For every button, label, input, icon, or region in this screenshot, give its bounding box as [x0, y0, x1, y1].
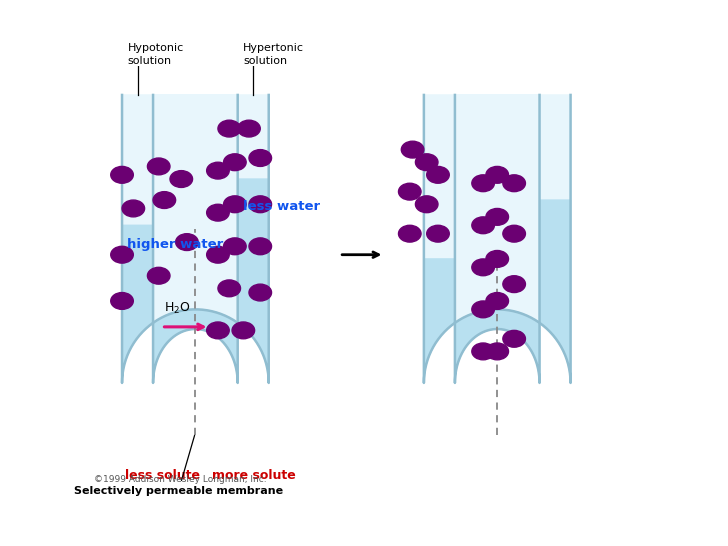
Circle shape: [218, 120, 240, 137]
Text: Hypertonic
solution: Hypertonic solution: [243, 43, 304, 66]
Circle shape: [175, 234, 198, 251]
Circle shape: [427, 167, 449, 183]
Circle shape: [486, 343, 508, 360]
Circle shape: [170, 170, 192, 187]
Text: higher water: higher water: [127, 238, 223, 251]
Text: Selectively permeable membrane: Selectively permeable membrane: [74, 435, 283, 496]
Circle shape: [472, 175, 494, 192]
Circle shape: [503, 330, 526, 347]
Polygon shape: [122, 95, 269, 383]
Circle shape: [148, 268, 170, 284]
Circle shape: [398, 225, 421, 242]
Circle shape: [153, 192, 175, 209]
Circle shape: [223, 154, 246, 170]
Circle shape: [249, 238, 272, 255]
Circle shape: [401, 141, 424, 158]
Circle shape: [416, 154, 438, 170]
Circle shape: [472, 343, 494, 360]
Text: H$_2$O: H$_2$O: [165, 301, 191, 316]
Circle shape: [122, 200, 145, 217]
Circle shape: [503, 175, 526, 192]
Circle shape: [232, 322, 255, 339]
Text: more solute: more solute: [213, 469, 296, 482]
Circle shape: [486, 251, 508, 268]
Circle shape: [249, 150, 272, 167]
Polygon shape: [424, 95, 571, 383]
Text: Hypotonic
solution: Hypotonic solution: [127, 43, 184, 66]
Circle shape: [503, 225, 526, 242]
Circle shape: [472, 301, 494, 318]
Circle shape: [207, 204, 229, 221]
Circle shape: [503, 276, 526, 293]
Polygon shape: [122, 179, 269, 383]
Circle shape: [238, 120, 261, 137]
Circle shape: [111, 167, 133, 183]
Circle shape: [416, 196, 438, 212]
Circle shape: [223, 196, 246, 212]
Circle shape: [486, 209, 508, 225]
Circle shape: [249, 284, 272, 301]
Circle shape: [486, 167, 508, 183]
Circle shape: [207, 246, 229, 263]
Circle shape: [111, 293, 133, 310]
Text: ©1999 Addison Wesley Longman, Inc.: ©1999 Addison Wesley Longman, Inc.: [94, 475, 266, 484]
Circle shape: [427, 225, 449, 242]
Circle shape: [207, 162, 229, 179]
Circle shape: [486, 293, 508, 310]
Circle shape: [223, 238, 246, 255]
Circle shape: [111, 246, 133, 263]
Circle shape: [472, 217, 494, 234]
Circle shape: [207, 322, 229, 339]
Text: less water: less water: [243, 200, 320, 213]
Polygon shape: [424, 200, 571, 383]
Circle shape: [148, 158, 170, 175]
Circle shape: [218, 280, 240, 297]
Circle shape: [398, 183, 421, 200]
Text: less solute: less solute: [125, 469, 200, 482]
Circle shape: [249, 196, 272, 212]
Circle shape: [472, 259, 494, 276]
